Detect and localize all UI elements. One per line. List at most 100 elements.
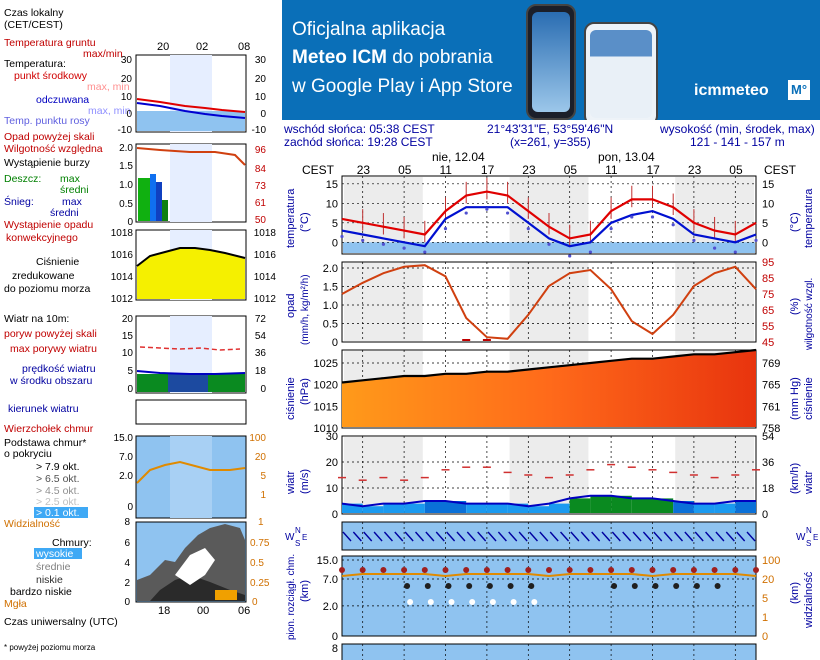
wind-bar-7: [486, 503, 508, 513]
humidity-label: Wilgotność względna: [4, 143, 103, 155]
wind-bar-16: [673, 501, 694, 513]
cloud-base-label2: o pokryciu: [4, 448, 52, 460]
temp-line: [341, 190, 757, 240]
legend-temp-line: [136, 98, 246, 113]
wind-bar-3: [404, 503, 425, 513]
wind-arrow-37: [725, 531, 735, 542]
wind-arrow-12: [466, 531, 476, 542]
promo-banner[interactable]: Oficjalna aplikacja Meteo ICM do pobrani…: [282, 0, 820, 120]
wind-bar-18: [714, 503, 736, 513]
grid-point: (x=261, y=355): [510, 135, 591, 149]
cloud-base-dot-3-0: [401, 567, 408, 573]
phone-image-front: [584, 22, 658, 120]
max-min-faded: max, min: [87, 81, 130, 93]
press-axis-label-r: ciśnienie: [803, 377, 815, 420]
panel-dir: [341, 521, 757, 551]
footnote: * powyżej poziomu morza: [4, 643, 96, 652]
lt-wind-1: 15: [122, 331, 134, 342]
vis-axis-label: widzialność: [803, 571, 815, 629]
lt-vis-r0: 1: [258, 517, 264, 528]
hour-label-4: 23: [522, 163, 536, 177]
cloud-base-dot-16-0: [670, 567, 677, 573]
wind-arrow-1: [352, 531, 362, 542]
svg-text:S: S: [806, 539, 811, 548]
local-time-label2: (CET/CEST): [4, 19, 63, 31]
gust-above-label: poryw powyżej skali: [4, 328, 97, 340]
local-hour-1: 20: [157, 41, 169, 53]
press-tick-r-0: 769: [762, 358, 780, 370]
cloud-base-dot-3-2: [407, 599, 414, 605]
legend-panels: [135, 54, 247, 603]
vis-tick-4: 0: [762, 631, 768, 643]
precip-occur-0: [462, 339, 471, 341]
wind-arrow-20: [549, 531, 559, 542]
cloud-base-dot-0-0: [339, 567, 345, 573]
dew-point-17: [692, 238, 696, 242]
snow-label: Śnieg:: [4, 195, 34, 208]
wind-bar-11: [569, 498, 591, 513]
wind-bar-17: [693, 503, 715, 513]
wind-arrow-13: [477, 531, 487, 542]
middle-clouds-label: średnie: [36, 561, 71, 573]
lt-temp-r1: 20: [255, 74, 267, 85]
lt-press-r1: 1016: [254, 250, 277, 261]
max-gust-label: max porywy wiatru: [10, 343, 97, 355]
wind-arrow-39: [746, 531, 756, 542]
legend-humidity-line: [136, 147, 246, 166]
legend-felt-line: [136, 102, 246, 119]
temp-tick-r-2: 5: [762, 218, 768, 230]
ground-temp-label: Temperatura gruntu: [4, 37, 96, 49]
lt-temp-r2: 10: [255, 92, 267, 103]
lt-wind-3: 5: [127, 366, 133, 377]
cloud-base-dot-10-0: [546, 567, 552, 573]
wind-area-label: w środku obszaru: [9, 375, 92, 387]
wind-bar-2: [383, 503, 405, 513]
lt-wind-r4: 0: [260, 384, 266, 395]
hour-label-1: 05: [398, 163, 412, 177]
local-hour-2: 02: [196, 41, 208, 53]
lt-wind-r2: 36: [255, 348, 267, 359]
wind-arrow-5: [394, 531, 404, 542]
cloud-axis-unit: (km): [299, 580, 311, 602]
lt-precip-1: 1.5: [119, 161, 133, 172]
lt-cloud-2: 2.0: [119, 471, 133, 482]
maxmin-label: max/min: [83, 48, 123, 60]
visibility-line: [341, 573, 757, 578]
pressure-area: [342, 350, 756, 427]
vis-axis-unit: (km): [789, 582, 801, 604]
wind-axis-unit: (m/s): [299, 469, 311, 494]
lt-press-2: 1014: [111, 272, 134, 283]
precip-tick-1: 1.5: [323, 282, 338, 294]
wind-arrow-21: [560, 531, 570, 542]
dew-point-7: [485, 207, 489, 211]
temp-axis-unit: (°C): [299, 212, 311, 232]
lt-vis-r4: 0: [252, 597, 258, 608]
wind-arrow-32: [673, 531, 684, 542]
lt-vis-3: 2: [124, 578, 130, 589]
main-labels: CEST CEST nie, 12.04 pon, 13.04 temperat…: [285, 150, 818, 640]
vis-tick-0: 100: [762, 555, 780, 567]
wind-arrow-31: [663, 531, 673, 542]
cloud-tick-3: 0: [332, 631, 338, 643]
press-tick-1: 1020: [314, 380, 338, 392]
lt-wind-0: 20: [122, 314, 134, 325]
snow-max-label: max: [62, 196, 83, 208]
cloud-base-dot-5-1: [445, 583, 452, 589]
wind-label: Wiatr na 10m:: [4, 313, 69, 325]
cloud-base-dot-2-0: [380, 567, 387, 573]
lt-temp-4: -10: [118, 125, 133, 136]
hum-axis-unit: (%): [789, 298, 801, 315]
vis-tick-2: 5: [762, 593, 768, 605]
lt-cloud-r0: 100: [249, 433, 266, 444]
legend-rain-bar: [138, 178, 150, 221]
wind-line: [341, 494, 756, 508]
cloud-tick-2: 2.0: [323, 601, 338, 613]
rain-max-label: max: [60, 173, 81, 185]
cloud-base-dot-14-0: [628, 567, 635, 573]
felt-temp-line: [341, 206, 757, 248]
cloud-base-dot-5-0: [442, 567, 449, 573]
wind-arrow-29: [642, 531, 652, 542]
pressure-label: Ciśnienie: [36, 256, 79, 268]
very-low-clouds-label: bardzo niskie: [10, 586, 72, 598]
